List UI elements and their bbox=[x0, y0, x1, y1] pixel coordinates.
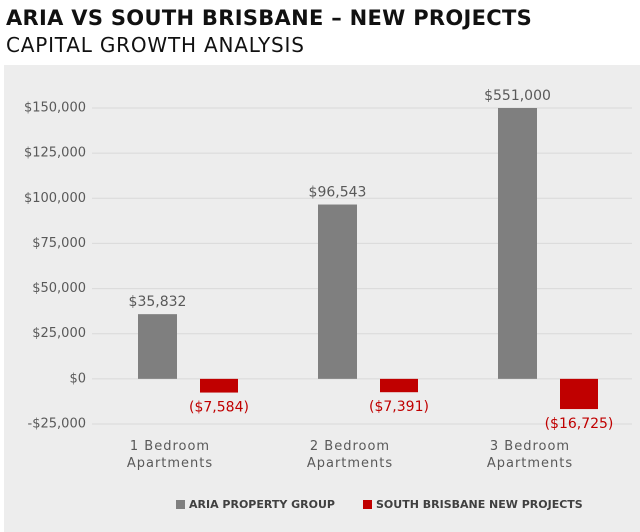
x-tick-label: 2 Bedroom Apartments bbox=[306, 439, 394, 471]
y-tick-label: $50,000 bbox=[32, 281, 86, 296]
chart-panel: -$25,000 $0 $25,000 $50,000 $75,000 $100,000 $… bbox=[4, 65, 640, 532]
data-label: ($7,584) bbox=[189, 400, 249, 416]
bar bbox=[200, 378, 238, 393]
y-tick-label: $25,000 bbox=[32, 326, 86, 341]
bar bbox=[560, 378, 598, 410]
y-tick-label: $100,000 bbox=[24, 191, 86, 206]
legend-swatch bbox=[363, 500, 372, 509]
legend-swatch bbox=[176, 500, 185, 509]
data-label: $551,000 bbox=[484, 88, 551, 104]
y-tick-label: $75,000 bbox=[32, 236, 86, 251]
legend-label: ARIA PROPERTY GROUP bbox=[189, 498, 335, 511]
y-tick-label: $150,000 bbox=[24, 101, 86, 116]
data-label: ($7,391) bbox=[369, 399, 429, 415]
subtitle: CAPITAL GROWTH ANALYSIS bbox=[6, 33, 305, 57]
chart: -$25,000 $0 $25,000 $50,000 $75,000 $100,000 $… bbox=[24, 88, 632, 511]
x-tick-label: 1 Bedroom Apartments bbox=[126, 439, 214, 471]
title: ARIA VS SOUTH BRISBANE – NEW PROJECTS bbox=[6, 6, 533, 30]
y-tick-label: -$25,000 bbox=[28, 417, 86, 432]
legend-label: SOUTH BRISBANE NEW PROJECTS bbox=[376, 498, 583, 511]
y-tick-label: $0 bbox=[69, 371, 86, 386]
plot-area bbox=[138, 108, 598, 410]
bar bbox=[380, 378, 418, 393]
data-label: $35,832 bbox=[129, 294, 187, 310]
bar bbox=[498, 108, 537, 379]
bar bbox=[138, 314, 177, 379]
x-tick-label: 3 Bedroom Apartments bbox=[486, 439, 574, 471]
y-tick-label: $125,000 bbox=[24, 146, 86, 161]
data-label: $96,543 bbox=[309, 185, 367, 201]
bar bbox=[318, 204, 357, 379]
data-label: ($16,725) bbox=[545, 416, 614, 432]
